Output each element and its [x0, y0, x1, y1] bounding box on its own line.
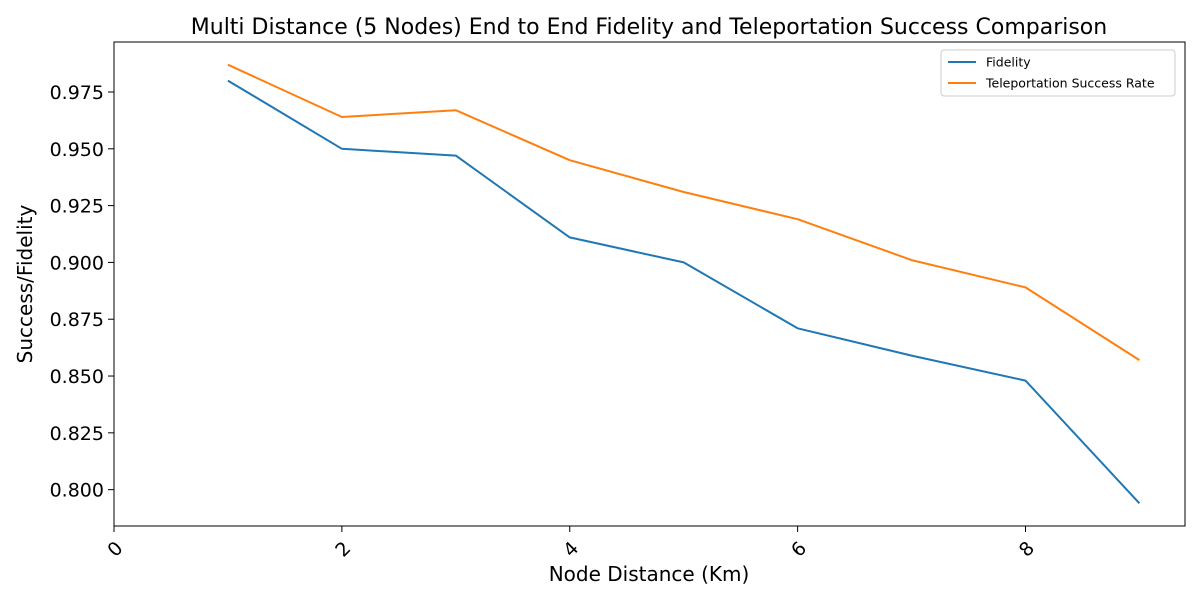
series-line-1 [227, 63, 1140, 361]
x-tick-label: 0 [103, 537, 127, 561]
legend-box [940, 49, 1176, 97]
y-tick-label: 0.875 [50, 309, 104, 331]
series-line-0 [227, 79, 1141, 504]
x-tick-label: 6 [787, 537, 811, 561]
x-tick-label: 4 [559, 537, 583, 561]
legend-label-0: Fidelity [986, 55, 1031, 70]
x-axis-label: Node Distance (Km) [549, 562, 750, 586]
x-tick-label: 2 [331, 537, 355, 561]
y-tick-label: 0.825 [50, 423, 104, 445]
legend-label-1: Teleportation Success Rate [985, 76, 1155, 91]
y-tick-label: 0.900 [50, 252, 104, 274]
series-layer [227, 63, 1141, 504]
y-axis-label: Success/Fidelity [13, 205, 37, 364]
y-tick-label: 0.975 [50, 82, 104, 104]
y-tick-label: 0.950 [50, 139, 104, 161]
plot-area-frame [113, 41, 1186, 527]
y-tick-label: 0.850 [50, 366, 104, 388]
y-tick-label: 0.925 [50, 196, 104, 218]
legend: Fidelity Teleportation Success Rate [940, 49, 1176, 97]
x-axis: 0 2 4 6 8 [103, 526, 1039, 561]
y-axis: 0.800 0.825 0.850 0.875 0.900 0.925 0.950 0.975 [50, 82, 114, 502]
chart-title: Multi Distance (5 Nodes) End to End Fide… [191, 15, 1107, 40]
x-tick-label: 8 [1015, 537, 1039, 561]
y-tick-label: 0.800 [50, 480, 104, 502]
